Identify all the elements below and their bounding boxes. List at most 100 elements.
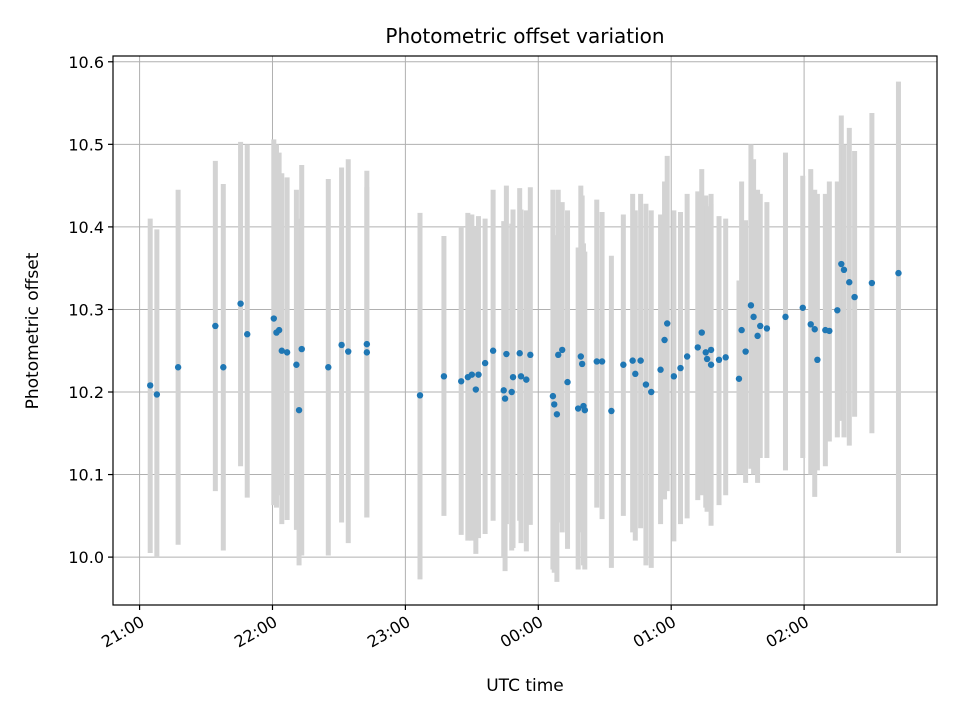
- data-point: [629, 357, 636, 364]
- data-point: [664, 320, 671, 327]
- data-point: [738, 326, 745, 334]
- data-point: [811, 326, 818, 333]
- data-point: [834, 307, 841, 314]
- data-point: [632, 370, 639, 378]
- data-point: [147, 382, 154, 389]
- data-point: [275, 326, 283, 334]
- data-point: [555, 351, 562, 359]
- data-point: [278, 347, 285, 354]
- data-point: [742, 348, 749, 355]
- data-point: [516, 350, 523, 357]
- data-point: [657, 366, 664, 373]
- data-point: [707, 361, 715, 368]
- data-point: [851, 293, 858, 301]
- data-point: [642, 381, 650, 388]
- data-point: [799, 304, 806, 311]
- y-tick-label: 10.5: [68, 135, 104, 154]
- data-point: [698, 329, 705, 336]
- data-point: [508, 388, 515, 396]
- data-point: [363, 349, 371, 356]
- data-point: [581, 406, 589, 414]
- data-point: [293, 361, 300, 368]
- data-points: [147, 260, 902, 418]
- data-point: [782, 313, 789, 321]
- data-point: [220, 364, 227, 371]
- data-point: [715, 356, 723, 364]
- data-point: [895, 269, 902, 277]
- data-point: [489, 347, 497, 354]
- data-point: [608, 407, 615, 415]
- y-axis-title: Photometric offset: [23, 252, 43, 409]
- data-point: [244, 331, 251, 338]
- plot-frame: [112, 55, 938, 606]
- y-axis-ticks: 10.0 10.1 10.2 10.3 10.4 10.5 10.6: [68, 53, 113, 567]
- data-point: [270, 315, 278, 322]
- data-point: [648, 388, 655, 396]
- y-tick-label: 10.3: [68, 300, 104, 319]
- data-point: [174, 364, 182, 371]
- data-point: [722, 354, 729, 361]
- data-point: [868, 279, 876, 287]
- data-point: [807, 321, 814, 328]
- data-point: [527, 351, 534, 359]
- data-point: [472, 386, 480, 393]
- data-point: [501, 395, 509, 402]
- data-point: [363, 340, 371, 348]
- data-point: [295, 406, 303, 414]
- data-point: [838, 260, 845, 268]
- data-point: [593, 358, 600, 365]
- data-point: [683, 353, 691, 360]
- data-point: [237, 300, 244, 307]
- data-point: [481, 359, 489, 367]
- data-point: [458, 378, 465, 385]
- data-point: [523, 376, 530, 383]
- data-point: [735, 375, 743, 382]
- y-tick-label: 10.0: [68, 548, 104, 567]
- data-point: [846, 279, 853, 286]
- data-point: [754, 332, 761, 340]
- y-tick-label: 10.2: [68, 383, 104, 402]
- data-point: [598, 358, 606, 365]
- data-point: [694, 344, 701, 351]
- data-point: [517, 373, 525, 380]
- y-tick-label: 10.1: [68, 466, 104, 485]
- data-point: [578, 360, 586, 368]
- data-point: [345, 348, 352, 355]
- data-point: [703, 355, 711, 363]
- data-point: [670, 373, 678, 380]
- data-point: [814, 356, 821, 364]
- data-point: [500, 387, 507, 394]
- data-point: [549, 392, 557, 400]
- data-point: [153, 391, 161, 398]
- data-point: [750, 313, 757, 321]
- data-point: [574, 405, 582, 412]
- data-point: [298, 345, 305, 353]
- y-tick-label: 10.6: [68, 53, 104, 72]
- data-point: [840, 266, 848, 274]
- data-point: [440, 373, 448, 380]
- y-tick-label: 10.4: [68, 218, 104, 237]
- data-point: [551, 401, 558, 408]
- data-point: [763, 325, 771, 332]
- data-point: [637, 357, 644, 364]
- data-point: [620, 361, 627, 368]
- data-point: [338, 341, 345, 349]
- data-point: [283, 349, 291, 356]
- data-point: [468, 371, 476, 378]
- data-point: [707, 346, 715, 354]
- data-point: [747, 302, 755, 309]
- data-point: [503, 350, 510, 358]
- data-point: [677, 364, 684, 372]
- data-point: [509, 373, 517, 381]
- data-point: [475, 371, 482, 378]
- data-point: [661, 336, 668, 344]
- x-axis-title: UTC time: [486, 676, 564, 696]
- data-point: [564, 378, 571, 386]
- data-point: [702, 349, 709, 356]
- data-point: [559, 346, 566, 354]
- data-point: [826, 327, 833, 335]
- chart-title: Photometric offset variation: [385, 24, 664, 48]
- data-point: [325, 364, 332, 371]
- data-point: [577, 353, 585, 360]
